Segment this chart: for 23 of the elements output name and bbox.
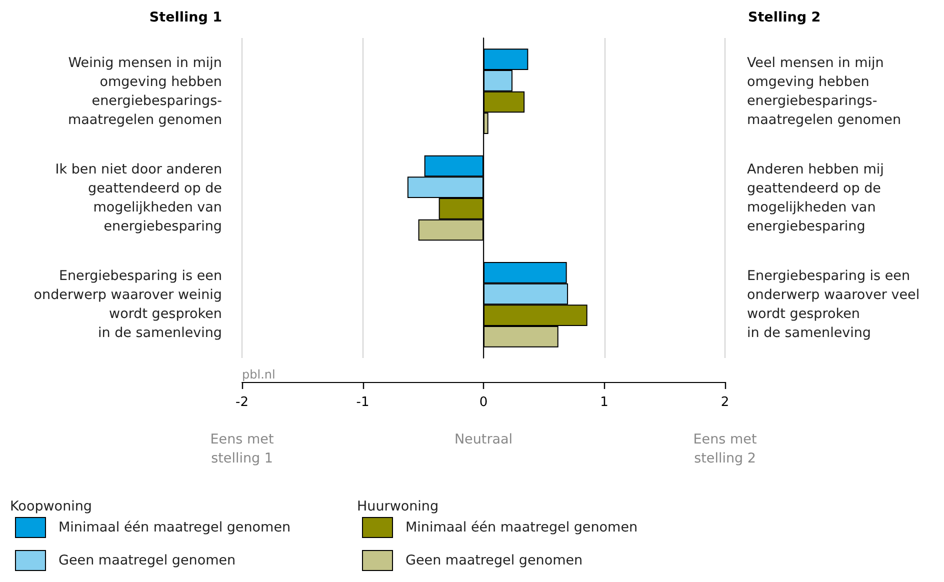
- y-tick-label: Energiebesparing is een onderwerp waarover weinig wordt gesproken in de samenleving: [34, 268, 222, 342]
- text: Eens met stelling 1: [210, 432, 274, 466]
- x-tick-label: 1: [600, 395, 608, 410]
- y2-tick-label: Anderen hebben mij geattendeerd op de mogelijkheden van energiebesparing: [747, 162, 884, 234]
- x-tick-label: -1: [356, 395, 370, 410]
- legend-label: Minimaal één maatregel genomen: [58, 520, 291, 536]
- y2-axis-title: Stelling 2: [748, 10, 821, 26]
- legend-label: Minimaal één maatregel genomen: [406, 520, 638, 536]
- y-tick-label: Weinig mensen in mijn omgeving hebben energiebesparings- maatregelen genomen: [68, 54, 222, 128]
- x-tick-label: 2: [720, 395, 730, 410]
- y2-tick-label: Veel mensen in mijn omgeving hebben energiebesparings- maatregelen genomen: [747, 54, 902, 128]
- legend-label: Geen maatregel genomen: [58, 552, 236, 568]
- y2-tick-label: Energiebesparing is een onderwerp waarover veel wordt gesproken in de samenleving: [747, 268, 920, 342]
- y-tick-label: Ik ben niet door anderen geattendeerd op de mogelijkheden van energiebesparing: [55, 162, 222, 234]
- text: Huurwoning: [357, 498, 439, 514]
- text: Eens met stelling 2: [693, 432, 757, 466]
- x-tick-label: -2: [236, 395, 248, 410]
- legend-label: Geen maatregel genomen: [406, 552, 583, 568]
- text: Koopwoning: [10, 498, 92, 514]
- text: Neutraal: [454, 432, 513, 448]
- y-axis-title: Stelling 1: [149, 10, 222, 26]
- x-tick-label: 0: [479, 395, 488, 410]
- text: pbl.nl: [242, 368, 276, 382]
